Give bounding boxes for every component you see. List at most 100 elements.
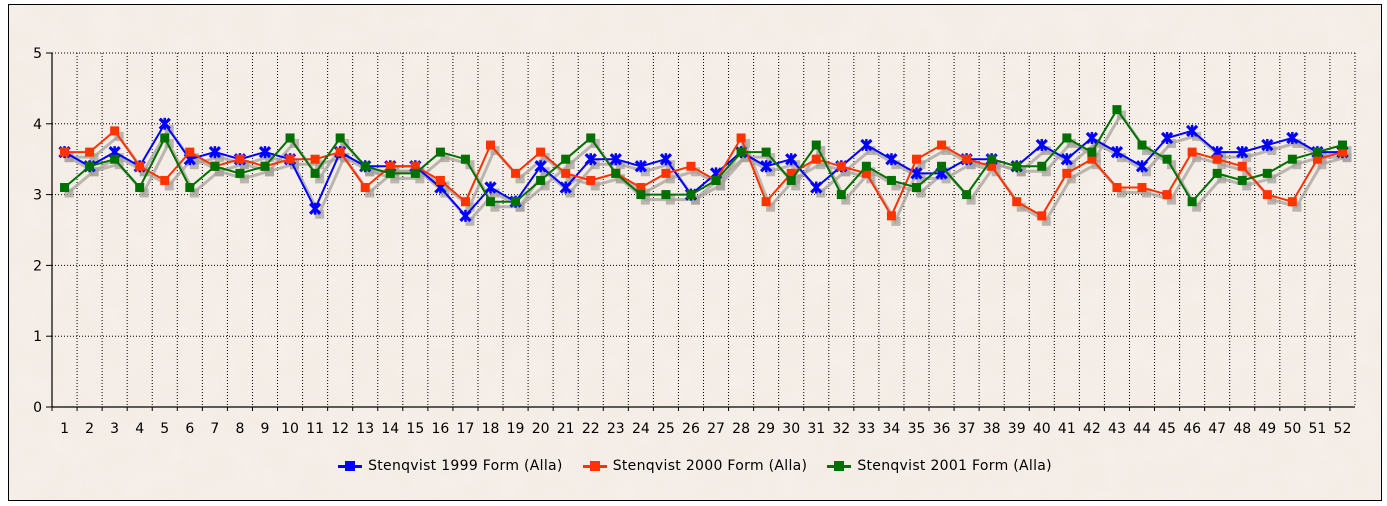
data-point-1-48 bbox=[1262, 190, 1272, 200]
legend-item-2001: Stenqvist 2001 Form (Alla) bbox=[827, 458, 1052, 474]
marker-shadow bbox=[515, 174, 525, 184]
data-point-1-25 bbox=[686, 161, 696, 171]
data-point-2-26 bbox=[711, 175, 721, 185]
x-tick-label: 37 bbox=[958, 421, 976, 437]
x-tick-label: 40 bbox=[1033, 421, 1051, 437]
data-point-0-44 bbox=[1160, 131, 1174, 145]
axes bbox=[46, 52, 1355, 411]
data-point-1-20 bbox=[561, 168, 571, 178]
x-tick-label: 20 bbox=[532, 421, 550, 437]
x-tick-label: 49 bbox=[1258, 421, 1276, 437]
data-point-1-24 bbox=[661, 168, 671, 178]
marker-shadow bbox=[941, 146, 951, 156]
data-point-2-50 bbox=[1312, 147, 1322, 157]
x-tick-label: 7 bbox=[210, 421, 219, 437]
data-point-1-7 bbox=[235, 154, 245, 164]
marker-shadow bbox=[966, 195, 976, 205]
data-point-0-29 bbox=[785, 153, 798, 166]
legend-swatch-2000 bbox=[582, 459, 607, 473]
data-point-2-2 bbox=[110, 154, 120, 164]
data-point-2-41 bbox=[1087, 147, 1097, 157]
marker-shadow bbox=[214, 167, 224, 177]
x-tick-label: 17 bbox=[457, 421, 475, 437]
data-point-2-8 bbox=[260, 161, 270, 171]
legend-label-1999: Stenqvist 1999 Form (Alla) bbox=[368, 458, 563, 474]
marker-shadow bbox=[1116, 188, 1126, 198]
x-tick-label: 30 bbox=[782, 421, 800, 437]
data-point-0-16 bbox=[459, 209, 472, 222]
data-point-0-19 bbox=[534, 160, 547, 173]
data-point-1-38 bbox=[1012, 197, 1022, 207]
data-point-2-18 bbox=[511, 197, 521, 207]
y-tick-label: 2 bbox=[33, 258, 42, 274]
x-tick-label: 41 bbox=[1058, 421, 1076, 437]
x-tick-label: 44 bbox=[1133, 421, 1151, 437]
marker-shadow bbox=[565, 174, 575, 184]
data-point-2-39 bbox=[1037, 161, 1047, 171]
data-point-2-5 bbox=[185, 183, 195, 193]
marker-shadow bbox=[264, 167, 274, 177]
data-point-1-21 bbox=[586, 175, 596, 185]
data-point-2-30 bbox=[811, 140, 821, 150]
data-point-1-47 bbox=[1237, 161, 1247, 171]
data-point-1-35 bbox=[937, 140, 947, 150]
data-point-2-34 bbox=[911, 183, 921, 193]
x-tick-label: 33 bbox=[857, 421, 875, 437]
marker-shadow bbox=[164, 138, 174, 148]
x-tick-label: 42 bbox=[1083, 421, 1101, 437]
data-point-0-33 bbox=[885, 153, 898, 166]
marker-shadow bbox=[164, 181, 174, 191]
marker-shadow bbox=[766, 202, 776, 212]
data-point-0-39 bbox=[1035, 138, 1048, 152]
y-tick-label: 0 bbox=[33, 400, 42, 416]
data-point-2-36 bbox=[962, 190, 972, 200]
legend-item-2000: Stenqvist 2000 Form (Alla) bbox=[582, 458, 808, 474]
x-tick-label: 6 bbox=[185, 421, 194, 437]
data-point-1-17 bbox=[486, 140, 496, 150]
data-point-0-17 bbox=[484, 181, 497, 194]
x-tick-label: 23 bbox=[607, 421, 625, 437]
data-point-0-49 bbox=[1286, 131, 1299, 145]
data-point-1-34 bbox=[911, 154, 921, 164]
data-point-2-28 bbox=[761, 147, 771, 157]
data-point-2-45 bbox=[1187, 197, 1197, 207]
data-point-1-39 bbox=[1037, 211, 1047, 221]
data-point-2-48 bbox=[1262, 168, 1272, 178]
data-point-1-19 bbox=[536, 147, 546, 157]
x-tick-label: 14 bbox=[381, 421, 399, 437]
data-point-2-51 bbox=[1337, 140, 1347, 150]
data-point-1-37 bbox=[987, 161, 997, 171]
marker-shadow bbox=[640, 195, 650, 205]
data-point-2-17 bbox=[486, 197, 496, 207]
x-tick-label: 52 bbox=[1334, 421, 1352, 437]
data-point-0-32 bbox=[860, 138, 873, 152]
data-point-0-47 bbox=[1236, 145, 1249, 159]
data-point-2-37 bbox=[987, 154, 997, 164]
legend-swatch-2001 bbox=[827, 459, 852, 473]
marker-shadow bbox=[590, 181, 600, 191]
data-point-1-12 bbox=[360, 183, 370, 193]
marker-shadow bbox=[741, 138, 751, 148]
marker-shadow bbox=[916, 160, 926, 170]
grid bbox=[52, 52, 1356, 407]
marker-shadow bbox=[1267, 174, 1277, 184]
data-point-1-0 bbox=[60, 147, 70, 157]
data-point-2-46 bbox=[1212, 168, 1222, 178]
data-point-2-10 bbox=[310, 168, 320, 178]
data-point-2-6 bbox=[210, 161, 220, 171]
data-point-2-14 bbox=[410, 168, 420, 178]
data-point-2-29 bbox=[786, 175, 796, 185]
data-point-0-30 bbox=[810, 181, 823, 194]
y-tick-label: 5 bbox=[33, 46, 42, 62]
data-point-1-49 bbox=[1287, 197, 1297, 207]
x-tick-label: 21 bbox=[557, 421, 575, 437]
data-point-2-13 bbox=[385, 168, 395, 178]
x-tick-label: 48 bbox=[1233, 421, 1251, 437]
data-point-1-13 bbox=[385, 161, 395, 171]
marker-shadow bbox=[540, 181, 550, 191]
marker-shadow bbox=[440, 153, 450, 163]
marker-shadow bbox=[816, 146, 826, 156]
marker-shadow bbox=[365, 188, 375, 198]
x-tick-label: 24 bbox=[632, 421, 650, 437]
marker-shadow bbox=[1142, 188, 1152, 198]
